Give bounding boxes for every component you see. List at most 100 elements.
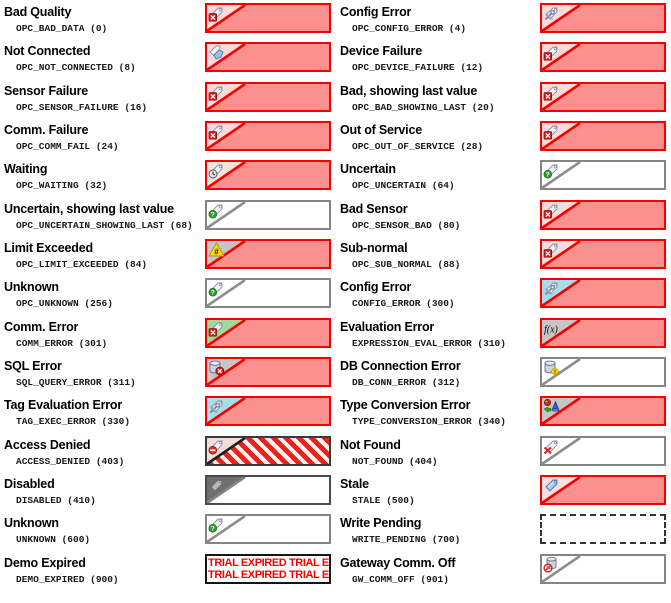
entry-title: Demo Expired (4, 555, 86, 570)
quality-overlay-box (540, 396, 666, 427)
entry-title: Tag Evaluation Error (4, 398, 123, 413)
tag-error-icon (543, 123, 560, 140)
tag-blocked-icon (208, 438, 225, 455)
database-error-icon (208, 359, 225, 376)
entry-code: DB_CONN_ERROR (312) (352, 376, 461, 388)
entry-title: Config Error (340, 280, 412, 295)
entry-code: OPC_BAD_DATA (0) (16, 23, 108, 34)
database-off-icon (543, 556, 560, 573)
entry-code: OPC_OUT_OF_SERVICE (28) (352, 140, 484, 152)
entry-text: Device Failure OPC_DEVICE_FAILURE (12) (336, 42, 540, 73)
entry-title: Bad, showing last value (340, 83, 478, 98)
quality-entry: Uncertain, showing last value OPC_UNCERT… (0, 199, 336, 239)
database-warning-icon: ! (543, 359, 560, 376)
entry-code: TAG_EXEC_ERROR (330) (16, 416, 131, 428)
entry-title: Unknown (4, 280, 59, 295)
entry-code: ACCESS_DENIED (403) (16, 455, 125, 467)
overlay-corner (542, 201, 581, 228)
tag-plain-icon (208, 477, 225, 494)
entry-text: Bad, showing last value OPC_BAD_SHOWING_… (336, 82, 540, 113)
quality-entry: Device Failure OPC_DEVICE_FAILURE (12) (336, 42, 671, 81)
quality-entry: Limit Exceeded OPC_LIMIT_EXCEEDED (84) # (0, 238, 336, 278)
column-left: Bad Quality OPC_BAD_DATA (0) Not Connect… (0, 0, 336, 593)
overlay-corner (542, 555, 581, 582)
quality-entry: Not Found NOT_FOUND (404) (336, 435, 671, 475)
quality-overlay-box (205, 435, 331, 466)
entry-text: Not Found NOT_FOUND (404) (336, 436, 540, 467)
entry-text: Tag Evaluation Error TAG_EXEC_ERROR (330… (0, 396, 205, 427)
entry-text: Limit Exceeded OPC_LIMIT_EXCEEDED (84) (0, 239, 205, 270)
entry-text: Config Error OPC_CONFIG_ERROR (4) (336, 3, 540, 34)
quality-entry: Out of Service OPC_OUT_OF_SERVICE (28) (336, 120, 671, 160)
quality-entry: Sub-normal OPC_SUB_NORMAL (88) (336, 238, 671, 278)
entry-code: OPC_SUB_NORMAL (88) (352, 258, 461, 270)
quality-entry: Disabled DISABLED (410) (0, 474, 336, 514)
entry-code: OPC_UNKNOWN (256) (16, 298, 113, 310)
quality-entry: DB Connection Error DB_CONN_ERROR (312) … (336, 356, 671, 396)
tag-tools-icon (208, 398, 225, 415)
quality-entry: Tag Evaluation Error TAG_EXEC_ERROR (330… (0, 396, 336, 435)
svg-text:?: ? (211, 211, 215, 218)
entry-text: Out of Service OPC_OUT_OF_SERVICE (28) (336, 121, 540, 152)
entry-code: OPC_WAITING (32) (16, 180, 108, 192)
entry-text: Unknown OPC_UNKNOWN (256) (0, 278, 205, 309)
quality-entry: Config Error CONFIG_ERROR (300) (336, 278, 671, 317)
tag-question-icon: ? (543, 162, 560, 179)
entry-title: Not Found (340, 437, 401, 452)
quality-entry: Evaluation Error EXPRESSION_EVAL_ERROR (… (336, 317, 671, 357)
quality-overlay-box: ? (540, 160, 666, 191)
entry-title: Waiting (4, 162, 48, 177)
quality-entry: Comm. Failure OPC_COMM_FAIL (24) (0, 120, 336, 160)
quality-overlay-box (205, 356, 331, 387)
quality-overlay-box: ? (205, 199, 331, 230)
quality-overlay-box: ? (205, 278, 331, 309)
entry-text: Waiting OPC_WAITING (32) (0, 160, 205, 191)
overlay-corner (542, 319, 581, 346)
function-icon: f(x) (543, 320, 560, 337)
entry-text: Sensor Failure OPC_SENSOR_FAILURE (16) (0, 82, 205, 113)
quality-overlay-box (205, 396, 331, 427)
tag-error-icon (543, 241, 560, 258)
quality-overlay-box (540, 278, 666, 309)
entry-text: Evaluation Error EXPRESSION_EVAL_ERROR (… (336, 318, 540, 349)
overlay-corner (542, 5, 581, 31)
overlay-corner (207, 437, 246, 464)
overlay-corner (207, 516, 246, 543)
entry-text: Disabled DISABLED (410) (0, 475, 205, 506)
entry-text: Bad Quality OPC_BAD_DATA (0) (0, 3, 205, 34)
quality-entry: Unknown UNKNOWN (600) ? (0, 514, 336, 553)
overlay-corner (207, 358, 246, 385)
entry-text: Uncertain OPC_UNCERTAIN (64) (336, 160, 540, 191)
entry-code: STALE (500) (352, 494, 415, 506)
quality-entry: Waiting OPC_WAITING (32) (0, 160, 336, 199)
entry-code: OPC_SENSOR_BAD (80) (352, 219, 461, 231)
overlay-corner (542, 398, 581, 425)
entry-code: OPC_UNCERTAIN (64) (352, 180, 455, 192)
entry-code: OPC_CONFIG_ERROR (4) (352, 23, 467, 34)
entry-title: Evaluation Error (340, 319, 435, 334)
entry-code: COMM_ERROR (301) (16, 337, 108, 349)
quality-overlay-box: # (205, 238, 331, 269)
quality-overlay-box (540, 42, 666, 73)
entry-text: Uncertain, showing last value OPC_UNCERT… (0, 200, 205, 231)
quality-entry: Config Error OPC_CONFIG_ERROR (4) (336, 3, 671, 42)
entry-title: Write Pending (340, 516, 422, 531)
quality-overlay-box (540, 81, 666, 112)
quality-overlay-box (540, 238, 666, 269)
quality-overlay-box (540, 553, 666, 584)
entry-title: Stale (340, 476, 369, 491)
overlay-corner (207, 398, 246, 425)
tag-error-icon (208, 84, 225, 101)
quality-overlay-box (540, 435, 666, 466)
tag-error-icon (208, 320, 225, 337)
entry-text: Config Error CONFIG_ERROR (300) (336, 278, 540, 309)
overlay-corner (542, 83, 581, 110)
entry-code: OPC_BAD_SHOWING_LAST (20) (352, 101, 495, 113)
quality-overlay-box: ! (540, 356, 666, 387)
overlay-corner (207, 83, 246, 110)
entry-title: Type Conversion Error (340, 398, 471, 413)
entry-text: Sub-normal OPC_SUB_NORMAL (88) (336, 239, 540, 270)
tag-disconnected-icon (208, 44, 225, 61)
entry-title: Sensor Failure (4, 83, 89, 98)
